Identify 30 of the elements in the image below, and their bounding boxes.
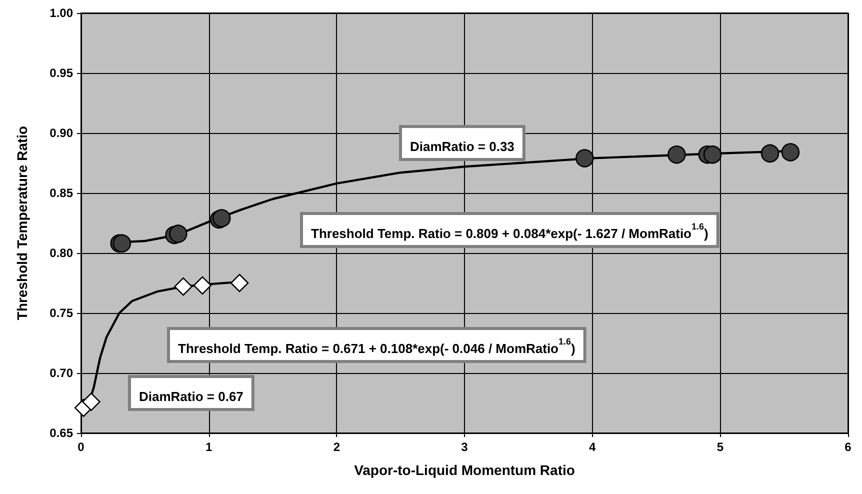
x-axis-title: Vapor-to-Liquid Momentum Ratio <box>354 462 575 478</box>
y-tick-label: 0.70 <box>50 366 74 380</box>
point <box>230 274 249 292</box>
x-tick-label: 3 <box>461 440 468 454</box>
point <box>193 276 212 295</box>
point <box>82 392 100 411</box>
x-tick-label: 6 <box>844 440 852 454</box>
y-tick-label: 0.90 <box>50 126 74 140</box>
annotation: DiamRatio = 0.67 <box>139 389 244 404</box>
x-tick-label: 0 <box>78 440 85 454</box>
x-tick-label: 1 <box>205 440 212 454</box>
point <box>703 145 722 164</box>
y-axis-title: Threshold Temperature Ratio <box>14 126 30 320</box>
y-tick-label: 0.95 <box>50 66 74 80</box>
y-tick-label: 0.80 <box>50 246 74 260</box>
point <box>781 143 800 162</box>
annotation: DiamRatio = 0.33 <box>410 139 514 154</box>
x-tick-label: 4 <box>588 440 596 454</box>
y-tick-label: 1.00 <box>50 6 74 20</box>
y-tick-label: 0.65 <box>50 426 74 440</box>
point <box>169 224 188 243</box>
y-tick-label: 0.85 <box>50 186 74 200</box>
point <box>174 277 192 296</box>
point <box>576 149 594 168</box>
x-tick-label: 5 <box>716 440 724 454</box>
point <box>760 144 780 163</box>
point <box>668 145 686 164</box>
y-tick-label: 0.75 <box>50 306 74 320</box>
point <box>112 234 132 253</box>
x-tick-label: 2 <box>333 440 340 454</box>
